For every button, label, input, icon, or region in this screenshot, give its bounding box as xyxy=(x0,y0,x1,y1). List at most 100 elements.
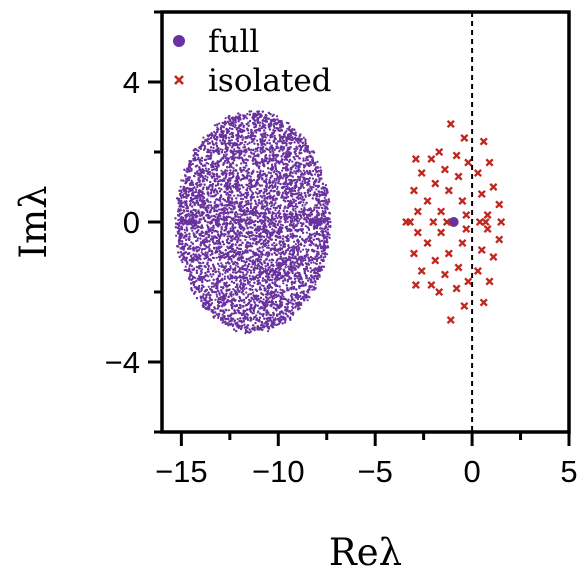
full-point xyxy=(244,279,247,282)
full-point xyxy=(253,142,256,145)
full-point xyxy=(309,189,312,193)
full-point xyxy=(290,309,293,312)
full-point xyxy=(285,261,288,264)
full-point xyxy=(257,146,260,149)
full-point xyxy=(244,263,247,266)
full-point xyxy=(213,124,216,127)
full-point xyxy=(238,143,241,146)
full-point xyxy=(232,312,235,315)
full-point xyxy=(304,159,307,162)
full-point xyxy=(299,294,302,298)
full-point xyxy=(184,231,187,234)
full-point xyxy=(189,247,192,250)
full-point xyxy=(221,148,224,151)
full-point xyxy=(179,185,182,188)
full-point xyxy=(180,179,183,182)
full-point xyxy=(184,265,187,268)
full-point xyxy=(250,136,253,139)
full-point xyxy=(266,330,270,333)
full-point xyxy=(186,244,189,247)
full-point xyxy=(276,185,279,189)
full-point xyxy=(190,241,193,244)
full-point xyxy=(220,291,223,294)
full-point xyxy=(296,277,299,280)
full-point xyxy=(255,314,258,317)
full-point xyxy=(241,234,244,237)
full-point xyxy=(210,267,213,270)
full-point xyxy=(199,297,203,300)
full-point xyxy=(293,158,296,161)
full-point xyxy=(223,275,226,278)
full-point xyxy=(294,210,297,213)
full-point xyxy=(260,255,263,258)
full-point xyxy=(273,177,276,180)
full-point xyxy=(285,130,288,133)
full-point xyxy=(220,128,223,131)
full-point xyxy=(191,205,194,208)
full-point xyxy=(200,289,203,292)
full-point xyxy=(236,318,239,321)
full-point xyxy=(270,278,273,282)
full-point xyxy=(220,262,223,265)
full-point xyxy=(261,137,264,141)
full-point xyxy=(264,215,267,218)
full-point xyxy=(218,264,221,267)
full-point xyxy=(278,316,281,319)
full-point xyxy=(212,146,215,149)
full-point xyxy=(229,267,232,270)
full-point xyxy=(241,271,244,274)
full-point xyxy=(291,160,294,163)
full-point xyxy=(254,200,257,203)
full-point xyxy=(254,191,257,194)
full-point xyxy=(188,235,191,238)
full-point xyxy=(300,208,303,211)
full-point xyxy=(291,232,294,235)
full-point xyxy=(267,223,270,226)
full-point xyxy=(253,301,256,304)
full-point xyxy=(282,295,285,298)
full-point xyxy=(180,196,183,200)
full-point xyxy=(304,203,307,206)
full-point xyxy=(206,270,209,273)
full-point xyxy=(287,192,290,195)
full-point xyxy=(204,167,208,170)
full-point xyxy=(233,125,236,129)
full-point xyxy=(220,286,223,289)
full-point xyxy=(262,170,265,173)
full-point xyxy=(283,253,286,256)
full-point xyxy=(211,141,214,144)
full-point xyxy=(283,147,286,150)
full-point xyxy=(207,285,210,288)
full-point xyxy=(206,251,209,254)
full-point xyxy=(208,204,211,207)
full-point xyxy=(308,260,311,263)
full-point xyxy=(184,180,187,183)
full-point xyxy=(239,279,242,282)
full-point xyxy=(215,293,218,296)
full-point xyxy=(249,269,252,272)
full-point xyxy=(219,139,222,142)
full-point xyxy=(204,278,207,281)
full-point xyxy=(206,140,209,143)
full-point xyxy=(315,262,318,266)
full-point xyxy=(213,202,216,205)
full-point xyxy=(310,285,313,288)
full-point xyxy=(312,186,315,189)
full-point xyxy=(223,277,226,280)
full-point xyxy=(304,258,307,262)
full-point xyxy=(290,312,293,315)
full-point xyxy=(326,202,329,205)
full-point xyxy=(302,248,305,251)
full-point xyxy=(266,278,270,281)
full-point xyxy=(305,248,308,251)
full-point xyxy=(294,272,297,275)
full-point xyxy=(245,287,248,290)
full-point xyxy=(246,295,249,298)
full-point xyxy=(293,170,296,173)
full-point xyxy=(213,130,216,133)
full-point xyxy=(185,226,188,229)
full-point xyxy=(198,290,201,294)
full-point xyxy=(323,196,326,199)
full-point xyxy=(215,256,218,259)
full-point xyxy=(175,234,178,237)
